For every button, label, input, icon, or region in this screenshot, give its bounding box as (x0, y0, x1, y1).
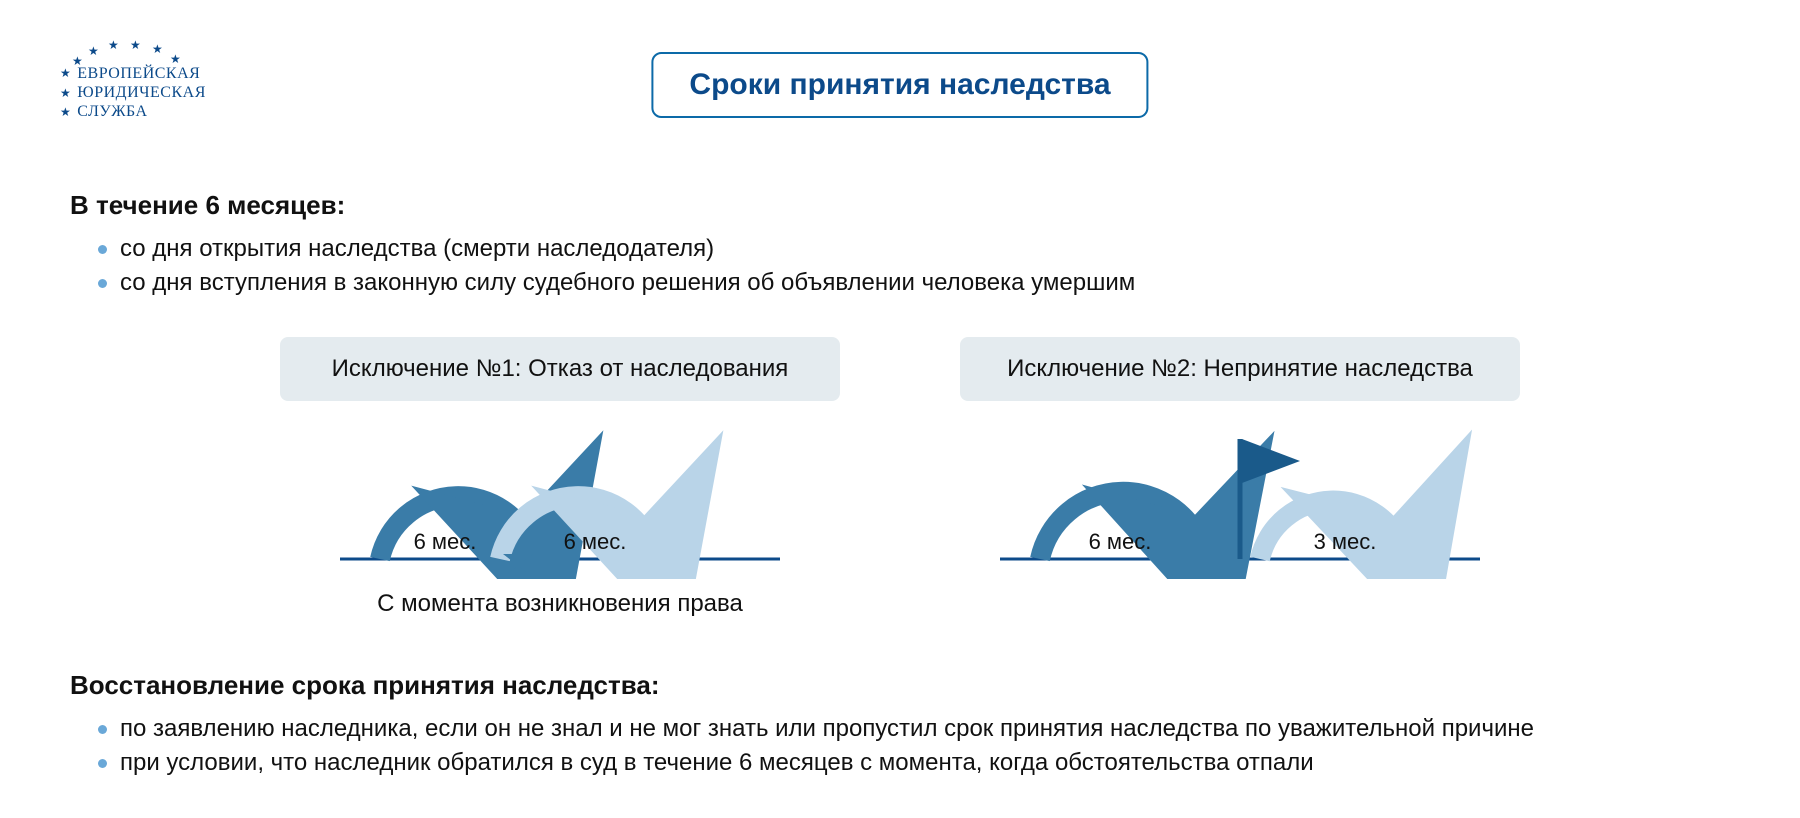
list-item: со дня открытия наследства (смерти насле… (98, 235, 1730, 263)
exception1-svg: 6 мес. 6 мес. (280, 419, 840, 579)
company-logo: ★ ★ ★ ★ ★ ★ ★ЕВРОПЕЙСКАЯ ★ЮРИДИЧЕСКАЯ ★С… (60, 38, 260, 122)
arc2-label: 6 мес. (564, 529, 627, 554)
list-item: со дня вступления в законную силу судебн… (98, 269, 1730, 297)
logo-line-1: ЕВРОПЕЙСКАЯ (77, 64, 200, 83)
list-item: по заявлению наследника, если он не знал… (98, 715, 1730, 743)
exception2-svg: 6 мес. 3 мес. (960, 419, 1520, 579)
arc1-label: 6 мес. (414, 529, 477, 554)
section1-heading: В течение 6 месяцев: (70, 190, 1730, 221)
logo-line-2: ЮРИДИЧЕСКАЯ (77, 83, 206, 102)
exception2-label: Исключение №2: Непринятие наследства (960, 337, 1520, 401)
exception1-diagram: Исключение №1: Отказ от наследования (280, 337, 840, 618)
section1-list: со дня открытия наследства (смерти насле… (70, 235, 1730, 297)
list-item: при условии, что наследник обратился в с… (98, 749, 1730, 777)
arc1-label: 6 мес. (1089, 529, 1152, 554)
section2-heading: Восстановление срока принятия наследства… (70, 670, 1730, 701)
section-restoration: Восстановление срока принятия наследства… (70, 670, 1730, 783)
section2-list: по заявлению наследника, если он не знал… (70, 715, 1730, 777)
page-title: Сроки принятия наследства (651, 52, 1148, 118)
logo-line-3: СЛУЖБА (77, 102, 147, 121)
logo-text: ★ЕВРОПЕЙСКАЯ ★ЮРИДИЧЕСКАЯ ★СЛУЖБА (60, 64, 260, 122)
exception1-label: Исключение №1: Отказ от наследования (280, 337, 840, 401)
section-six-months: В течение 6 месяцев: со дня открытия нас… (70, 190, 1730, 658)
logo-stars-icon: ★ ★ ★ ★ ★ ★ (60, 38, 210, 66)
exception1-caption: С момента возникновения права (280, 590, 840, 618)
diagrams-row: Исключение №1: Отказ от наследования (70, 337, 1730, 618)
exception2-diagram: Исключение №2: Непринятие наследства (960, 337, 1520, 618)
arc2-label: 3 мес. (1314, 529, 1377, 554)
